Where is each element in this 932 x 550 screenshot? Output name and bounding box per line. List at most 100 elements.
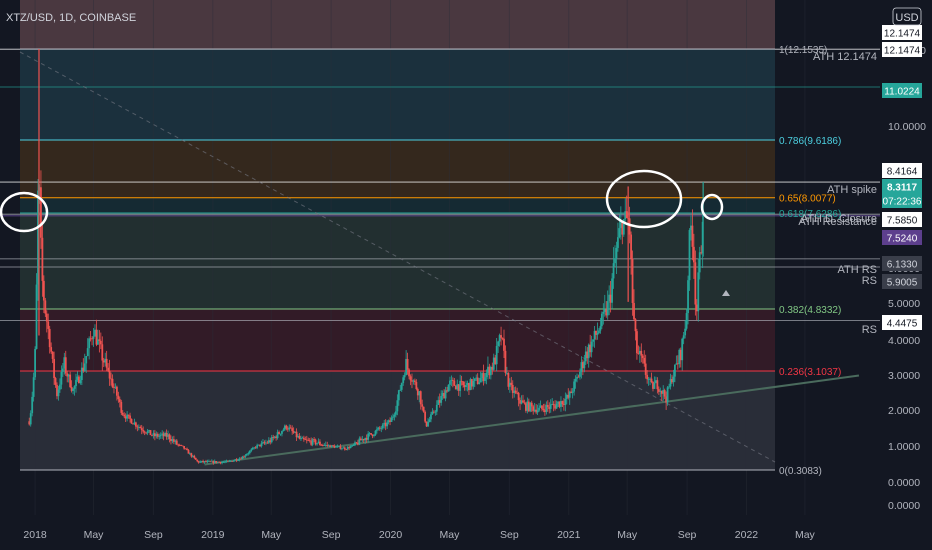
candle-body bbox=[453, 380, 456, 386]
trendline-line bbox=[204, 374, 860, 466]
h-line-label: ATH D. Closure bbox=[801, 213, 877, 225]
candle-body bbox=[231, 460, 234, 462]
candle-body bbox=[272, 437, 275, 438]
candle-body bbox=[110, 378, 112, 380]
candle-body bbox=[460, 380, 463, 382]
candle-body bbox=[247, 453, 250, 455]
candle-body bbox=[66, 373, 69, 377]
candle-body bbox=[172, 439, 175, 442]
candle-body bbox=[316, 443, 318, 445]
candle-body bbox=[671, 379, 673, 383]
annotation-circle-2021-may bbox=[605, 169, 683, 229]
candle-body bbox=[283, 425, 286, 430]
trendline bbox=[19, 51, 860, 466]
candle-body bbox=[72, 388, 74, 391]
candle-body bbox=[390, 417, 393, 422]
candle-body bbox=[665, 396, 668, 403]
candle-body bbox=[256, 445, 259, 448]
candle-body bbox=[589, 344, 592, 353]
candle-body bbox=[638, 350, 641, 354]
candle-body bbox=[273, 436, 276, 438]
candle-body bbox=[259, 444, 261, 447]
candle-body bbox=[476, 377, 479, 384]
candle-body bbox=[70, 387, 73, 391]
candle-body bbox=[599, 326, 602, 331]
candle-body bbox=[576, 376, 578, 379]
candle-body bbox=[529, 402, 532, 412]
candle-body bbox=[495, 345, 498, 365]
candle-body bbox=[152, 433, 155, 436]
candle-body bbox=[403, 375, 406, 378]
candle-body bbox=[397, 390, 400, 401]
candle-body bbox=[260, 443, 263, 447]
candle-body bbox=[28, 421, 31, 425]
candle-body bbox=[254, 447, 257, 449]
candle-body bbox=[250, 449, 253, 451]
candle-body bbox=[510, 382, 513, 385]
candle-body bbox=[587, 344, 590, 359]
currency-label[interactable]: USD bbox=[895, 12, 918, 24]
candle-body bbox=[266, 442, 269, 444]
candle-body bbox=[329, 445, 332, 448]
candle-body bbox=[267, 440, 270, 443]
price-tag-box bbox=[882, 179, 922, 194]
candle-body bbox=[285, 425, 288, 429]
candle-body bbox=[167, 434, 169, 437]
candle-body bbox=[685, 313, 688, 329]
h-line-label: ATH 12.1474 bbox=[813, 51, 877, 63]
candle-body bbox=[40, 187, 42, 238]
candle-body bbox=[104, 358, 107, 363]
candle-body bbox=[666, 387, 669, 403]
candle-body bbox=[641, 355, 644, 358]
candle-body bbox=[64, 357, 67, 374]
candle-body bbox=[269, 440, 272, 443]
candle-body bbox=[102, 360, 105, 363]
candle-body bbox=[551, 403, 554, 405]
candle-body bbox=[311, 439, 314, 445]
candle-body bbox=[57, 389, 60, 397]
candle-body bbox=[194, 457, 197, 460]
candle-body bbox=[235, 459, 238, 461]
candle-body bbox=[80, 367, 83, 381]
candle-body bbox=[681, 338, 684, 361]
candle-body bbox=[365, 438, 368, 440]
candle-body bbox=[184, 448, 187, 450]
candle-body bbox=[557, 401, 559, 404]
candle-body bbox=[206, 461, 209, 462]
candle-body bbox=[535, 409, 538, 413]
candle-body bbox=[619, 222, 622, 229]
candle-body bbox=[652, 382, 654, 389]
candle-body bbox=[50, 347, 53, 352]
candle-body bbox=[108, 370, 111, 379]
candle-body bbox=[542, 408, 545, 411]
candle-body bbox=[371, 434, 374, 436]
candle-body bbox=[511, 384, 514, 393]
candle-body bbox=[174, 440, 177, 442]
candle-body bbox=[468, 383, 470, 391]
candle-body bbox=[34, 348, 36, 378]
x-tick-label: Sep bbox=[144, 529, 163, 541]
fib-label: 0(0.3083) bbox=[779, 466, 822, 477]
candle-body bbox=[637, 353, 640, 354]
candle-body bbox=[105, 358, 108, 368]
price-tag-box bbox=[882, 212, 922, 227]
candle-body bbox=[409, 376, 412, 381]
candle-body bbox=[69, 374, 72, 388]
candle-body bbox=[370, 433, 372, 435]
currency-box[interactable] bbox=[892, 7, 922, 26]
candle-body bbox=[199, 461, 202, 463]
candle-body bbox=[142, 430, 145, 432]
candle-body bbox=[76, 376, 79, 380]
candle-body bbox=[383, 422, 386, 425]
candle-body bbox=[489, 366, 492, 376]
candle-body bbox=[292, 431, 295, 433]
candle-body bbox=[137, 427, 140, 428]
candle-body bbox=[295, 431, 298, 438]
candle-body bbox=[659, 390, 662, 392]
candle-body bbox=[117, 395, 120, 400]
candle-body bbox=[78, 376, 80, 384]
candle-body bbox=[538, 407, 540, 411]
candle-body bbox=[264, 442, 267, 444]
candle-body bbox=[187, 450, 190, 454]
